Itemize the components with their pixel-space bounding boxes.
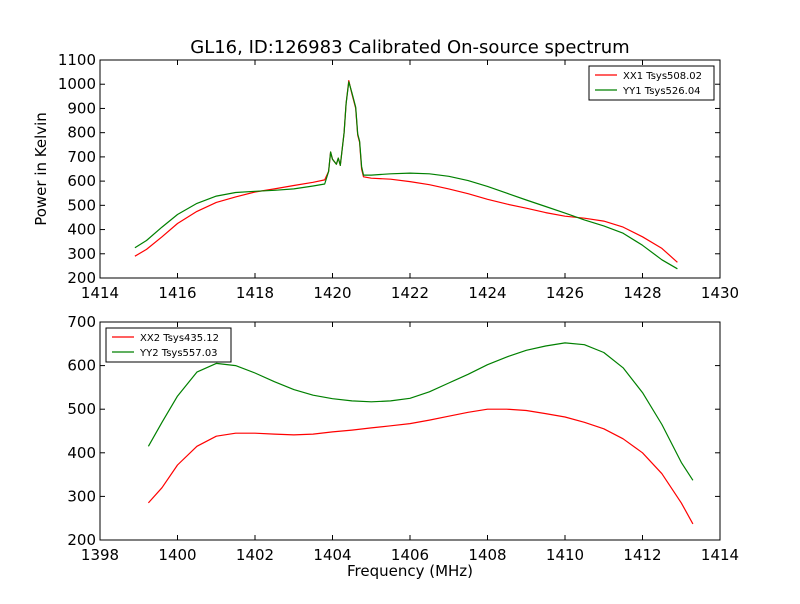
- top-xtick-label: 1418: [236, 284, 274, 302]
- bottom-xtick-label: 1412: [623, 546, 661, 564]
- bottom-legend-label-1: XX2 Tsys435.12: [140, 333, 219, 344]
- bottom-plot-series: [147, 342, 694, 525]
- top-xtick-label: 1430: [701, 284, 739, 302]
- bottom-xtick-label: 1398: [81, 546, 119, 564]
- top-ytick-label: 400: [67, 221, 96, 239]
- top-plot-ylabel: Power in Kelvin: [32, 112, 50, 226]
- top-legend-box: [588, 65, 715, 101]
- top-ytick-label: 1000: [58, 75, 96, 93]
- bottom-xtick-label: 1400: [158, 546, 196, 564]
- bottom-ytick-label: 600: [67, 357, 96, 375]
- bottom-ytick-label: 200: [67, 531, 96, 549]
- top-series-line-2: [134, 81, 678, 270]
- chart-title: GL16, ID:126983 Calibrated On-source spe…: [190, 37, 629, 58]
- top-xtick-label: 1422: [391, 284, 429, 302]
- top-ytick-label: 300: [67, 245, 96, 263]
- bottom-series-line-1: [147, 408, 694, 525]
- top-ytick-label: 500: [67, 196, 96, 214]
- bottom-plot: 1398 1400 1402 1404 1406 1408 1410 1412 1414 200 3…: [67, 313, 739, 580]
- top-plot-series: [134, 79, 678, 270]
- top-plot-ticks: 1414 1416 1418 1420 1422 1424 1426 1428 1430 200 3…: [58, 51, 739, 302]
- top-xtick-label: 1426: [546, 284, 584, 302]
- top-ytick-label: 800: [67, 124, 96, 142]
- bottom-xtick-label: 1404: [313, 546, 351, 564]
- top-xtick-label: 1424: [468, 284, 506, 302]
- top-xtick-label: 1414: [81, 284, 119, 302]
- bottom-xtick-label: 1402: [236, 546, 274, 564]
- top-xtick-label: 1428: [623, 284, 661, 302]
- top-plot-legend: XX1 Tsys508.02 YY1 Tsys526.04: [588, 65, 715, 101]
- bottom-series-line-2: [147, 342, 694, 481]
- bottom-xtick-label: 1414: [701, 546, 739, 564]
- bottom-plot-ticks: 1398 1400 1402 1404 1406 1408 1410 1412 1414 200 3…: [67, 313, 739, 564]
- top-xtick-label: 1416: [158, 284, 196, 302]
- top-ytick-label: 200: [67, 269, 96, 287]
- top-legend-label-1: XX1 Tsys508.02: [623, 71, 702, 82]
- bottom-xtick-label: 1408: [468, 546, 506, 564]
- bottom-legend-label-2: YY2 Tsys557.03: [139, 348, 218, 359]
- bottom-plot-legend: XX2 Tsys435.12 YY2 Tsys557.03: [105, 327, 232, 363]
- top-plot: 1414 1416 1418 1420 1422 1424 1426 1428 1430 200 3…: [32, 51, 739, 302]
- top-ytick-label: 900: [67, 99, 96, 117]
- top-ytick-label: 700: [67, 148, 96, 166]
- bottom-xtick-label: 1410: [546, 546, 584, 564]
- bottom-ytick-label: 500: [67, 400, 96, 418]
- bottom-ytick-label: 700: [67, 313, 96, 331]
- top-xtick-label: 1420: [313, 284, 351, 302]
- bottom-plot-xlabel: Frequency (MHz): [347, 562, 473, 580]
- bottom-xtick-label: 1406: [391, 546, 429, 564]
- top-ytick-label: 600: [67, 172, 96, 190]
- top-legend-label-2: YY1 Tsys526.04: [622, 86, 701, 97]
- bottom-legend-box: [105, 327, 232, 363]
- bottom-ytick-label: 300: [67, 487, 96, 505]
- top-ytick-label: 1100: [58, 51, 96, 69]
- bottom-ytick-label: 400: [67, 444, 96, 462]
